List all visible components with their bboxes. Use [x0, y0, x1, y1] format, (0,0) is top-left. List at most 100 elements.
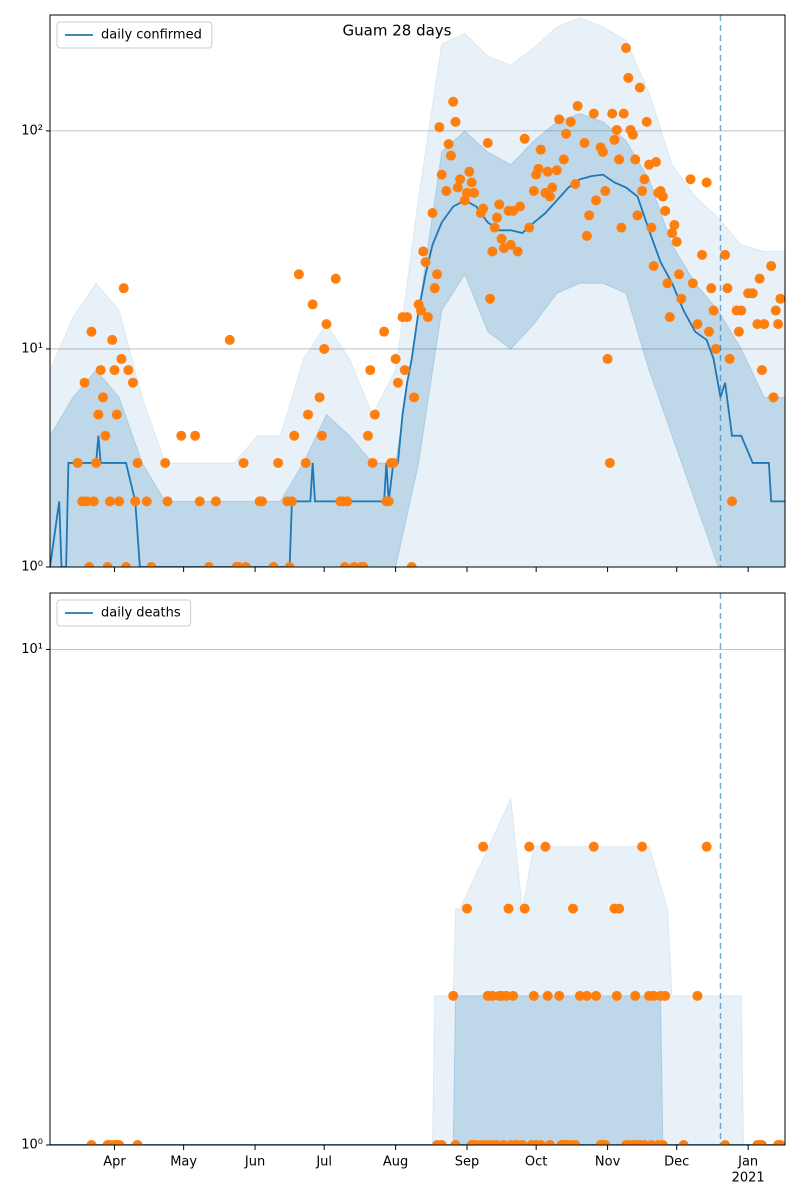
data-point — [614, 903, 625, 914]
data-point — [775, 293, 785, 304]
data-point — [544, 191, 555, 202]
data-point — [427, 208, 438, 219]
data-point — [383, 496, 394, 507]
data-point — [558, 154, 569, 165]
data-point — [268, 562, 279, 567]
data-point — [720, 1140, 731, 1145]
data-point — [203, 562, 214, 567]
data-point — [123, 365, 134, 376]
data-point — [284, 562, 295, 567]
data-point — [432, 269, 443, 280]
data-point — [436, 169, 447, 180]
data-point — [568, 903, 579, 914]
data-point — [727, 496, 738, 507]
data-point — [459, 195, 470, 206]
data-point — [452, 182, 463, 193]
data-point — [390, 353, 401, 364]
data-point — [321, 319, 332, 330]
data-point — [581, 230, 592, 241]
data-point — [600, 186, 611, 197]
data-point — [637, 186, 648, 197]
data-point — [97, 392, 108, 403]
data-point — [630, 154, 641, 165]
data-point — [754, 273, 765, 284]
data-point — [450, 116, 461, 127]
plot-area — [50, 17, 785, 567]
data-point — [369, 409, 380, 420]
data-point — [524, 841, 535, 852]
data-point — [519, 133, 530, 144]
x-tick-label: Apr — [103, 1155, 126, 1170]
band — [50, 995, 785, 1145]
data-point — [462, 187, 473, 198]
data-point — [752, 319, 763, 330]
x-tick-label: Aug — [383, 1155, 408, 1170]
data-point — [623, 72, 634, 83]
data-point — [632, 210, 643, 221]
data-point — [540, 841, 551, 852]
data-point — [121, 562, 132, 567]
data-point — [528, 186, 539, 197]
data-point — [127, 377, 138, 388]
data-point — [190, 430, 201, 441]
data-point — [176, 430, 187, 441]
data-point — [570, 179, 581, 190]
data-point — [678, 1140, 689, 1145]
data-point — [485, 293, 496, 304]
data-point — [657, 191, 668, 202]
legend-box — [56, 599, 192, 627]
data-point — [194, 496, 205, 507]
data-point — [358, 562, 369, 567]
data-point — [210, 496, 221, 507]
data-point — [501, 990, 512, 1001]
x-tick-label: Sep — [455, 1155, 480, 1170]
data-point — [365, 365, 376, 376]
data-point — [81, 496, 92, 507]
data-point — [72, 457, 83, 468]
data-point — [657, 1140, 668, 1145]
data-point — [478, 203, 489, 214]
plot-area — [50, 649, 785, 1145]
data-point — [597, 147, 608, 158]
data-point — [708, 305, 719, 316]
data-point — [418, 246, 429, 257]
data-point — [402, 312, 413, 323]
data-point — [542, 990, 553, 1001]
data-point — [706, 283, 717, 294]
data-point — [639, 174, 650, 185]
data-point — [609, 134, 620, 145]
data-point — [662, 278, 673, 289]
x-tick-label: Nov — [595, 1155, 621, 1170]
data-point — [445, 150, 456, 161]
band — [50, 796, 785, 1145]
data-point — [448, 990, 459, 1001]
data-point — [286, 496, 297, 507]
data-point — [621, 42, 632, 53]
data-point — [551, 165, 562, 176]
data-point — [600, 1140, 611, 1145]
x-tick-label: May — [170, 1155, 197, 1170]
legend-label: daily confirmed — [101, 28, 202, 43]
data-point — [720, 249, 731, 260]
y-tick-label: 10¹ — [21, 341, 43, 356]
data-point — [91, 457, 102, 468]
data-point — [722, 283, 733, 294]
data-point — [464, 166, 475, 177]
data-point — [130, 496, 141, 507]
data-point — [409, 392, 420, 403]
data-point — [584, 210, 595, 221]
data-point — [544, 1140, 555, 1145]
data-point — [685, 174, 696, 185]
data-point — [607, 108, 618, 119]
data-point — [674, 269, 685, 280]
data-point — [547, 182, 558, 193]
data-point — [692, 990, 703, 1001]
data-point — [692, 319, 703, 330]
data-point — [429, 283, 440, 294]
data-point — [468, 187, 479, 198]
data-point — [676, 293, 687, 304]
data-point — [664, 312, 675, 323]
x-tick-label: Jul — [315, 1155, 332, 1170]
data-point — [450, 1140, 461, 1145]
